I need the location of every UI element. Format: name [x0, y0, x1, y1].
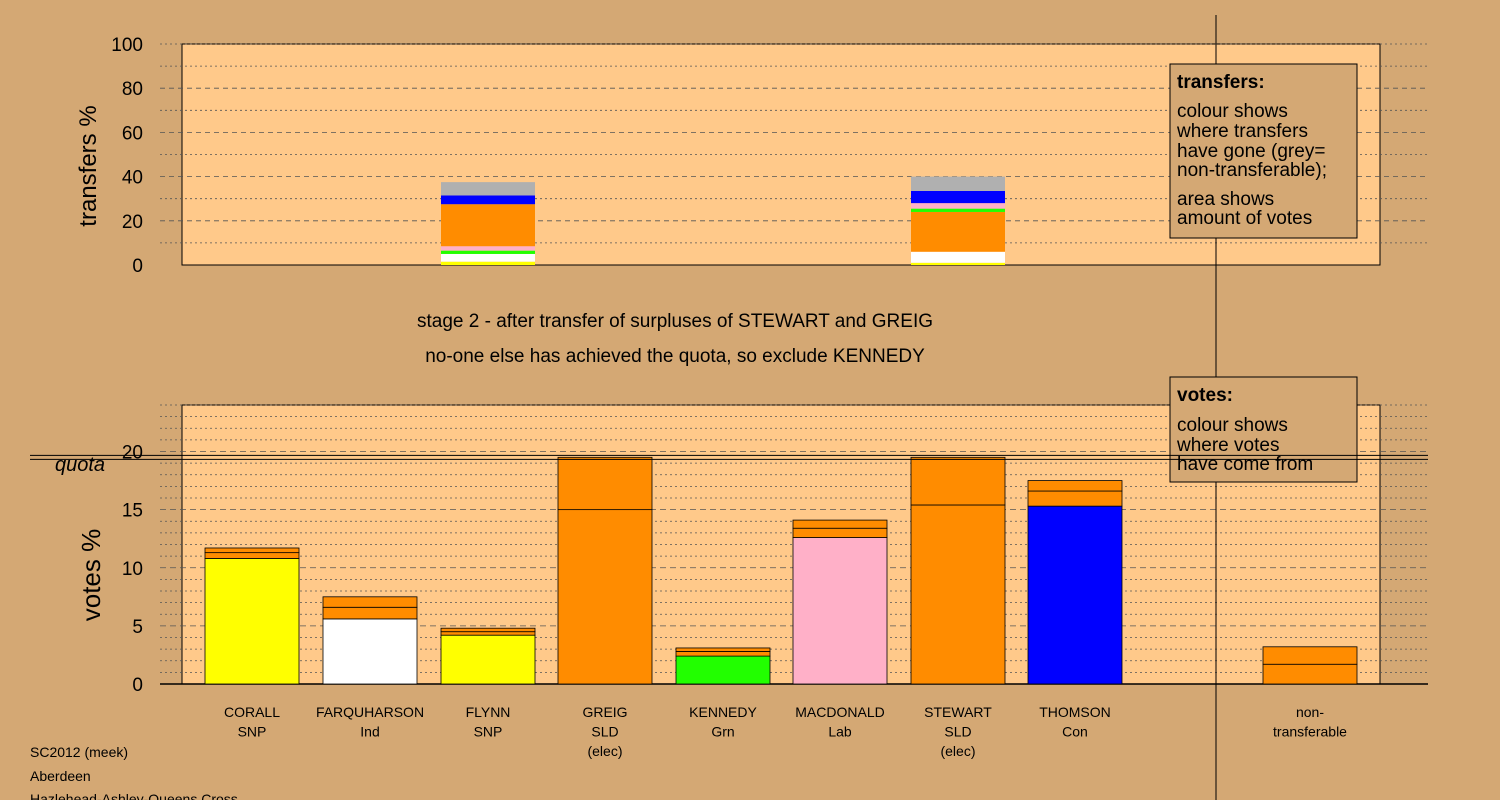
votes-bar-segment	[322, 596, 418, 608]
candidate-label: CORALL	[224, 704, 280, 720]
candidate-label: SLD	[944, 724, 971, 740]
votes-bar-segment	[440, 634, 536, 685]
transfers-legend-line: area shows	[1177, 189, 1274, 210]
votes-y-tick-label: 15	[122, 501, 143, 522]
votes-bar-segment	[792, 537, 888, 685]
transfers-bar-segment	[441, 253, 535, 262]
stage-caption: stage 2 - after transfer of surpluses of…	[417, 311, 933, 332]
votes-bar-segment	[557, 456, 653, 511]
votes-bar-segment	[204, 552, 300, 559]
candidate-label: Lab	[828, 724, 852, 740]
transfers-bar-segment	[441, 250, 535, 254]
transfers-bar-segment	[911, 203, 1005, 209]
transfers-bar-segment	[911, 176, 1005, 191]
votes-legend-line: have come from	[1177, 454, 1313, 475]
transfers-bar-segment	[441, 261, 535, 265]
votes-y-tick-label: 10	[122, 559, 143, 580]
votes-bars	[204, 456, 1358, 685]
votes-legend: votes: colour shows where votes have com…	[1169, 376, 1358, 483]
votes-bar-segment	[1027, 480, 1123, 492]
transfers-bar-segment	[441, 246, 535, 251]
votes-bar-segment	[910, 456, 1006, 506]
transfers-bar-segment	[441, 204, 535, 247]
candidate-label: Con	[1062, 724, 1088, 740]
candidate-label: SNP	[238, 724, 267, 740]
votes-bar-segment	[440, 631, 536, 636]
votes-bar-segment	[1027, 505, 1123, 685]
votes-y-ticks: 0 5 10 15 20	[122, 443, 143, 697]
votes-y-axis-label: votes %	[76, 529, 106, 622]
quota-label: quota	[55, 454, 105, 476]
transfers-y-axis-label: transfers %	[75, 105, 102, 226]
transfers-legend-title: transfers:	[1177, 72, 1265, 93]
votes-bar-segment	[792, 519, 888, 529]
candidate-label: MACDONALD	[795, 704, 884, 720]
transfers-legend-line: colour shows	[1177, 101, 1288, 122]
votes-bar-segment	[910, 504, 1006, 685]
candidate-label: transferable	[1273, 724, 1347, 740]
transfers-bar-segment	[911, 262, 1005, 265]
candidate-label: FLYNN	[466, 704, 511, 720]
votes-bar-segment	[204, 547, 300, 554]
candidate-label: FARQUHARSON	[316, 704, 424, 720]
votes-y-tick-label: 5	[132, 617, 143, 638]
transfers-legend-line: where transfers	[1176, 121, 1308, 142]
candidate-label: THOMSON	[1039, 704, 1111, 720]
votes-bar-segment	[1262, 663, 1358, 685]
votes-bar-segment	[322, 606, 418, 620]
action-caption: no-one else has achieved the quota, so e…	[425, 346, 925, 367]
votes-legend-box	[1169, 376, 1358, 483]
footer-election: SC2012 (meek)	[30, 744, 128, 760]
votes-bar-segment	[204, 558, 300, 685]
transfers-bar-segment	[911, 208, 1005, 212]
votes-bar-segment	[1027, 490, 1123, 507]
transfers-bar-segment	[911, 190, 1005, 204]
candidate-label: (elec)	[940, 743, 975, 759]
transfers-bar-segment	[441, 182, 535, 196]
transfers-legend-line: amount of votes	[1177, 208, 1312, 229]
candidate-label: SLD	[591, 724, 618, 740]
votes-bar-segment	[675, 651, 771, 657]
votes-legend-line: where votes	[1176, 435, 1279, 456]
candidate-label: SNP	[474, 724, 503, 740]
candidate-label: Grn	[711, 724, 734, 740]
candidate-label: STEWART	[924, 704, 992, 720]
transfers-bar-segment	[911, 251, 1005, 263]
transfers-y-tick-label: 100	[111, 35, 143, 56]
transfers-legend-line: non-transferable);	[1177, 160, 1327, 181]
candidate-label: non-	[1296, 704, 1324, 720]
votes-bar-segment	[675, 655, 771, 685]
transfers-y-tick-label: 80	[122, 79, 143, 100]
transfers-legend-box	[1169, 63, 1358, 239]
candidate-label: GREIG	[582, 704, 627, 720]
quota-lines	[30, 454, 1428, 460]
transfers-y-tick-label: 40	[122, 168, 143, 189]
transfers-y-tick-label: 0	[132, 256, 143, 277]
votes-bar-segment	[1262, 646, 1358, 665]
transfers-legend-line: have gone (grey=	[1177, 141, 1325, 162]
votes-bar-segment	[792, 527, 888, 538]
votes-legend-title: votes:	[1177, 385, 1233, 406]
votes-bar-segment	[557, 509, 653, 685]
candidate-label: Ind	[360, 724, 379, 740]
votes-bar-segment	[675, 647, 771, 652]
transfers-bar-segment	[911, 211, 1005, 252]
transfers-y-tick-label: 20	[122, 212, 143, 233]
transfers-legend: transfers: colour shows where transfers …	[1169, 63, 1358, 239]
votes-bar-segment	[440, 627, 536, 633]
candidate-label: (elec)	[587, 743, 622, 759]
footer-ward: Hazlehead-Ashley-Queens Cross	[30, 791, 238, 800]
votes-y-tick-label: 20	[122, 443, 143, 464]
transfers-bar-segment	[441, 195, 535, 205]
transfers-bars	[441, 176, 1005, 265]
footer-council: Aberdeen	[30, 768, 91, 784]
transfers-y-ticks: 0 20 40 60 80 100	[111, 35, 143, 277]
votes-category-labels: CORALL SNP FARQUHARSON Ind FLYNN SNP GREIG SLD (…	[224, 704, 1347, 759]
votes-bar-segment	[322, 618, 418, 685]
votes-legend-line: colour shows	[1177, 415, 1288, 436]
transfers-y-tick-label: 60	[122, 123, 143, 144]
votes-y-tick-label: 0	[132, 675, 143, 696]
candidate-label: KENNEDY	[689, 704, 757, 720]
